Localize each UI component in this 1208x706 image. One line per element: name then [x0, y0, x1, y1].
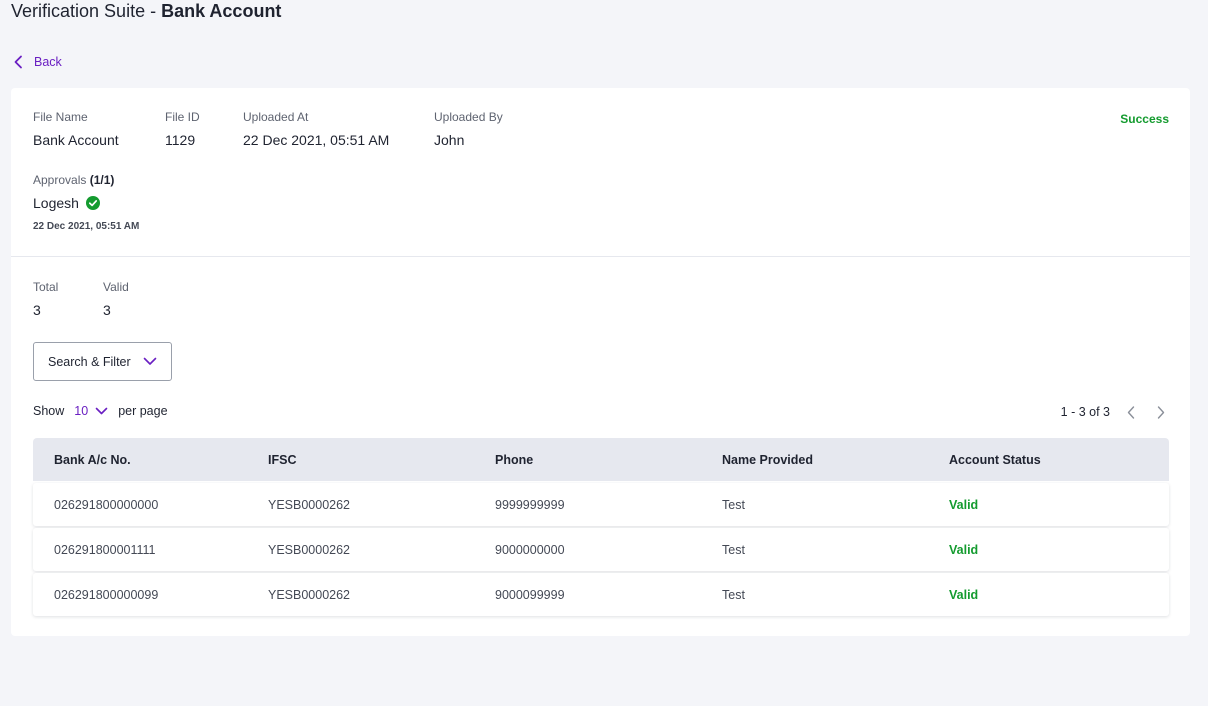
cell-status: Valid: [949, 542, 979, 557]
show-label: Show: [33, 404, 65, 418]
chevron-down-icon: [95, 407, 108, 415]
uploaded-by-label: Uploaded By: [434, 110, 503, 124]
file-id-label: File ID: [165, 110, 200, 124]
search-filter-button[interactable]: Search & Filter: [33, 342, 172, 381]
file-name-label: File Name: [33, 110, 88, 124]
file-id-value: 1129: [165, 132, 196, 148]
divider: [11, 256, 1190, 257]
back-link[interactable]: Back: [13, 55, 62, 69]
table-header: Bank A/c No. IFSC Phone Name Provided Ac…: [33, 438, 1169, 481]
chevron-right-icon: [1157, 405, 1165, 419]
cell-phone: 9000099999: [495, 587, 565, 602]
status-badge: Success: [1120, 112, 1169, 126]
results-table: Bank A/c No. IFSC Phone Name Provided Ac…: [33, 438, 1169, 616]
cell-account: 026291800000099: [54, 587, 159, 602]
column-header-account: Bank A/c No.: [54, 452, 131, 467]
column-header-ifsc: IFSC: [268, 452, 297, 467]
valid-label: Valid: [103, 280, 129, 294]
table-row[interactable]: 026291800001111 YESB0000262 9000000000 T…: [33, 528, 1169, 571]
valid-value: 3: [103, 302, 111, 318]
cell-ifsc: YESB0000262: [268, 587, 351, 602]
cell-name: Test: [722, 497, 745, 512]
page-title: Verification Suite - Bank Account: [11, 1, 281, 22]
per-page-suffix: per page: [118, 404, 168, 418]
back-label: Back: [34, 55, 62, 69]
per-page-control: Show 10 per page: [33, 404, 168, 418]
total-label: Total: [33, 280, 59, 294]
column-header-name: Name Provided: [722, 452, 814, 467]
page-range: 1 - 3 of 3: [1060, 405, 1110, 419]
cell-ifsc: YESB0000262: [268, 497, 351, 512]
prev-page-button[interactable]: [1122, 403, 1140, 421]
approvals-count: (1/1): [89, 173, 115, 187]
cell-status: Valid: [949, 587, 979, 602]
file-detail-card: File Name Bank Account File ID 1129 Uplo…: [11, 88, 1190, 636]
cell-account: 026291800000000: [54, 497, 159, 512]
search-filter-label: Search & Filter: [48, 354, 131, 369]
column-header-status: Account Status: [949, 452, 1041, 467]
chevron-left-icon: [14, 55, 22, 69]
cell-name: Test: [722, 587, 745, 602]
cell-ifsc: YESB0000262: [268, 542, 351, 557]
table-row[interactable]: 026291800000000 YESB0000262 9999999999 T…: [33, 483, 1169, 526]
page-title-prefix: Verification Suite -: [11, 1, 162, 21]
approvals-label-text: Approvals: [33, 173, 87, 187]
page-title-main: Bank Account: [161, 1, 282, 21]
cell-phone: 9999999999: [495, 497, 565, 512]
pagination: 1 - 3 of 3: [1061, 403, 1170, 421]
table-row[interactable]: 026291800000099 YESB0000262 9000099999 T…: [33, 573, 1169, 616]
next-page-button[interactable]: [1152, 403, 1170, 421]
approver-name: Logesh: [33, 195, 79, 211]
check-circle-icon: [85, 196, 100, 210]
chevron-left-icon: [1127, 405, 1135, 419]
uploaded-at-label: Uploaded At: [243, 110, 309, 124]
column-header-phone: Phone: [495, 452, 534, 467]
approved-at: 22 Dec 2021, 05:51 AM: [33, 221, 140, 232]
file-name-value: Bank Account: [33, 132, 119, 148]
cell-status: Valid: [949, 497, 979, 512]
cell-phone: 9000000000: [495, 542, 565, 557]
cell-name: Test: [722, 542, 745, 557]
chevron-down-icon: [143, 357, 156, 365]
per-page-select[interactable]: 10: [74, 404, 108, 418]
uploaded-at-value: 22 Dec 2021, 05:51 AM: [243, 132, 390, 148]
total-value: 3: [33, 302, 41, 318]
cell-account: 026291800001111: [54, 542, 156, 557]
uploaded-by-value: John: [434, 132, 465, 148]
per-page-value: 10: [74, 404, 89, 418]
approver: Logesh: [33, 195, 100, 211]
approvals-label: Approvals (1/1): [33, 173, 114, 187]
